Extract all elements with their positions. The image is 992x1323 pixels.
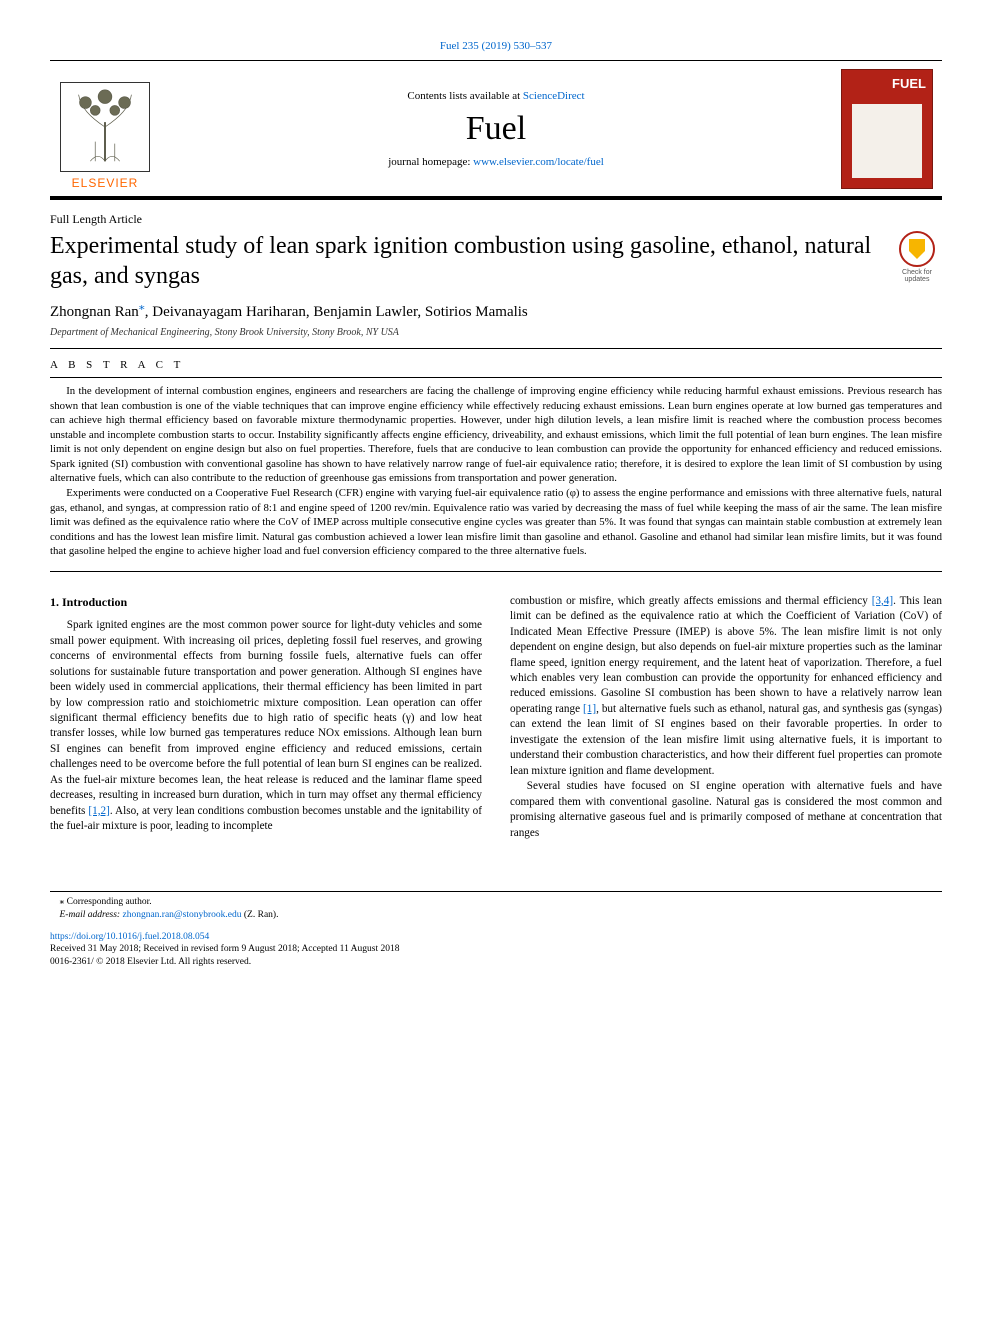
divider bbox=[50, 377, 942, 378]
abstract-label: A B S T R A C T bbox=[50, 359, 942, 371]
affiliation: Department of Mechanical Engineering, St… bbox=[50, 327, 942, 338]
section-heading: 1. Introduction bbox=[50, 594, 482, 611]
citation-link[interactable]: Fuel 235 (2019) 530–537 bbox=[440, 40, 552, 52]
sciencedirect-link[interactable]: ScienceDirect bbox=[523, 90, 585, 102]
divider bbox=[50, 348, 942, 349]
header-center: Contents lists available at ScienceDirec… bbox=[160, 61, 832, 196]
check-updates-badge[interactable]: Check for updates bbox=[892, 231, 942, 283]
footnotes: ⁎ Corresponding author. E-mail address: … bbox=[50, 891, 942, 923]
right-column: combustion or misfire, which greatly aff… bbox=[510, 594, 942, 841]
author-line: Zhongnan Ran⁎, Deivanayagam Hariharan, B… bbox=[50, 299, 942, 321]
body-paragraph: Several studies have focused on SI engin… bbox=[510, 779, 942, 841]
email-suffix: (Z. Ran). bbox=[242, 910, 279, 920]
author-primary: Zhongnan Ran bbox=[50, 304, 139, 320]
author-email-link[interactable]: zhongnan.ran@stonybrook.edu bbox=[122, 910, 241, 920]
journal-homepage-line: journal homepage: www.elsevier.com/locat… bbox=[388, 156, 604, 168]
journal-header: ELSEVIER Contents lists available at Sci… bbox=[50, 60, 942, 200]
divider bbox=[50, 571, 942, 572]
article-type: Full Length Article bbox=[50, 212, 942, 227]
email-line: E-mail address: zhongnan.ran@stonybrook.… bbox=[50, 909, 942, 922]
corresponding-author-note: ⁎ Corresponding author. bbox=[50, 896, 942, 909]
citation-ref[interactable]: [3,4] bbox=[872, 595, 893, 607]
journal-cover-thumb: FUEL bbox=[832, 61, 942, 196]
journal-name: Fuel bbox=[466, 110, 526, 148]
article-title: Experimental study of lean spark ignitio… bbox=[50, 231, 872, 291]
body-columns: 1. Introduction Spark ignited engines ar… bbox=[50, 594, 942, 841]
publisher-brand: ELSEVIER bbox=[72, 176, 139, 190]
body-paragraph: Spark ignited engines are the most commo… bbox=[50, 618, 482, 834]
para-text: . This lean limit can be defined as the … bbox=[510, 595, 942, 715]
doi-link[interactable]: https://doi.org/10.1016/j.fuel.2018.08.0… bbox=[50, 932, 209, 942]
crossmark-icon bbox=[899, 231, 935, 267]
contents-available-line: Contents lists available at ScienceDirec… bbox=[407, 90, 584, 102]
abstract-p2: Experiments were conducted on a Cooperat… bbox=[50, 486, 942, 559]
contents-prefix: Contents lists available at bbox=[407, 90, 522, 102]
cover-title: FUEL bbox=[892, 76, 926, 91]
abstract-p1: In the development of internal combustio… bbox=[50, 384, 942, 486]
publisher-logo-block: ELSEVIER bbox=[50, 61, 160, 196]
citation-ref[interactable]: [1,2] bbox=[88, 805, 109, 817]
badge-line2: updates bbox=[905, 276, 930, 283]
issn-copyright: 0016-2361/ © 2018 Elsevier Ltd. All righ… bbox=[50, 956, 942, 969]
para-text: . Also, at very lean conditions combusti… bbox=[50, 805, 482, 832]
abstract-body: In the development of internal combustio… bbox=[50, 384, 942, 559]
elsevier-tree-icon bbox=[60, 82, 150, 172]
section-number: 1. bbox=[50, 595, 59, 609]
email-label: E-mail address: bbox=[60, 910, 123, 920]
author-rest: , Deivanayagam Hariharan, Benjamin Lawle… bbox=[145, 304, 528, 320]
citation-ref[interactable]: [1] bbox=[583, 703, 596, 715]
running-header: Fuel 235 (2019) 530–537 bbox=[50, 40, 942, 52]
left-column: 1. Introduction Spark ignited engines ar… bbox=[50, 594, 482, 841]
badge-line1: Check for bbox=[902, 269, 932, 276]
para-text: combustion or misfire, which greatly aff… bbox=[510, 595, 872, 607]
para-text: Several studies have focused on SI engin… bbox=[510, 780, 942, 838]
article-history: Received 31 May 2018; Received in revise… bbox=[50, 943, 942, 956]
body-paragraph: combustion or misfire, which greatly aff… bbox=[510, 594, 942, 779]
doi-block: https://doi.org/10.1016/j.fuel.2018.08.0… bbox=[50, 931, 942, 969]
homepage-prefix: journal homepage: bbox=[388, 156, 473, 168]
journal-homepage-link[interactable]: www.elsevier.com/locate/fuel bbox=[473, 156, 604, 168]
section-title: Introduction bbox=[62, 595, 127, 609]
para-text: Spark ignited engines are the most commo… bbox=[50, 619, 482, 816]
